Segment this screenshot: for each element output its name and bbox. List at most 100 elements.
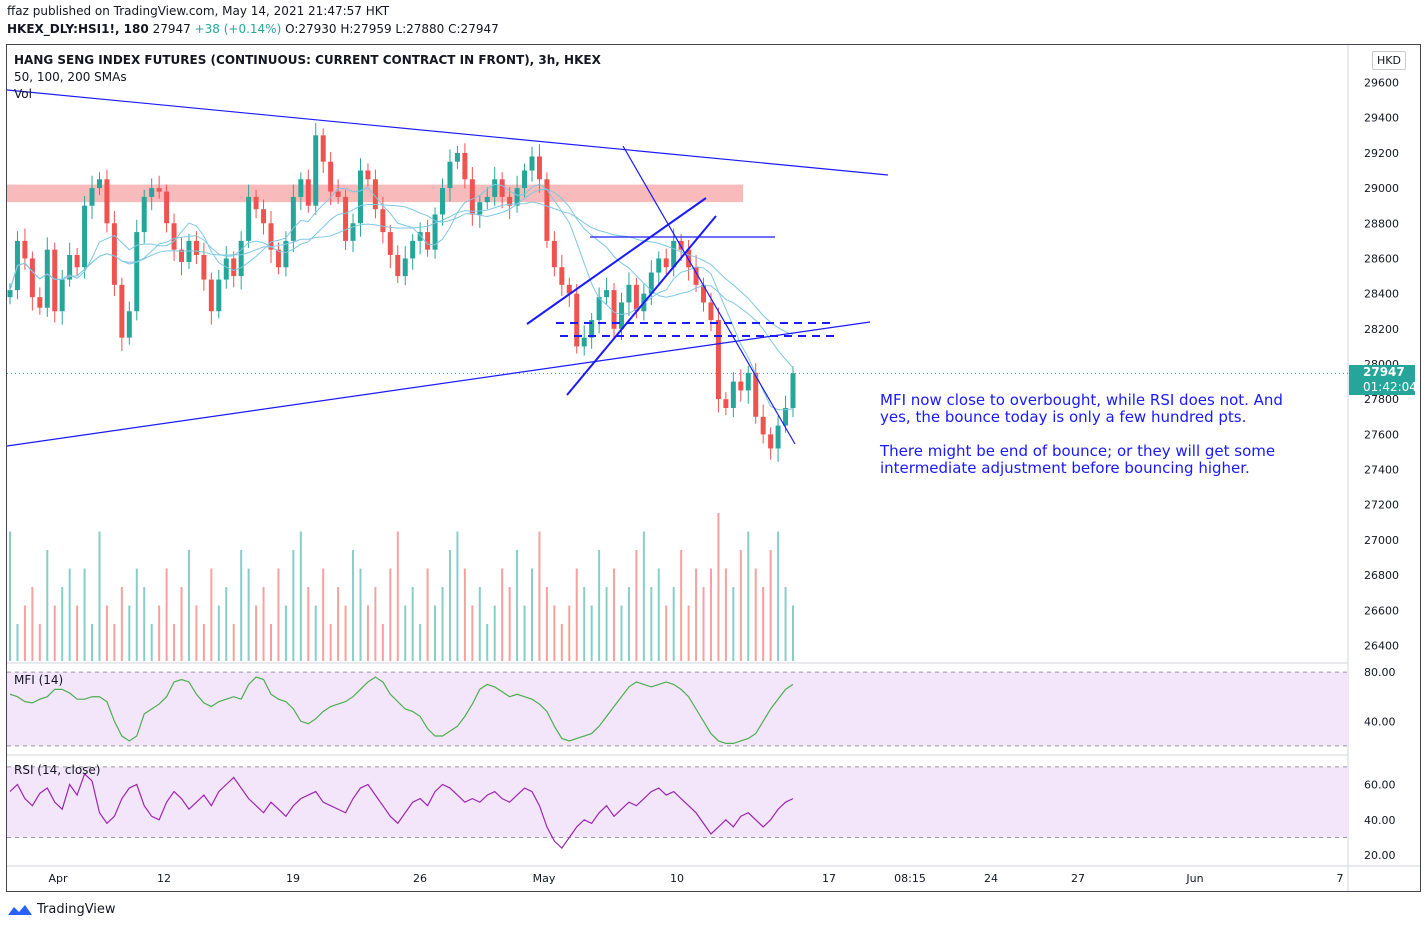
volume-bar	[396, 531, 399, 661]
volume-bar	[23, 605, 26, 661]
currency-button[interactable]: HKD	[1372, 51, 1406, 70]
sma-line-200	[9, 201, 794, 335]
candle-body	[387, 232, 393, 255]
candle-body	[74, 254, 80, 268]
candle-body	[82, 205, 88, 268]
volume-bar	[501, 568, 504, 661]
volume-bar	[180, 587, 183, 661]
candle-body	[164, 191, 170, 224]
candle-body	[179, 249, 185, 262]
candle-body	[156, 188, 162, 192]
volume-bar	[717, 513, 720, 661]
candle-body	[656, 258, 662, 273]
tradingview-logo-icon	[8, 904, 32, 915]
volume-bar	[575, 568, 578, 661]
candle-body	[648, 272, 654, 294]
candle-body	[730, 381, 736, 408]
volume-bar	[680, 550, 683, 661]
volume-bar	[359, 568, 362, 661]
volume-bar	[128, 605, 131, 661]
change-label: +38 (+0.14%)	[194, 22, 282, 36]
candle-body	[253, 196, 259, 210]
volume-bar	[471, 605, 474, 661]
rsi-label: RSI (14, close)	[14, 763, 101, 777]
candle-body	[596, 297, 602, 321]
volume-bar	[702, 587, 705, 661]
annotation-text: MFI now close to overbought, while RSI d…	[880, 392, 1300, 494]
candle-body	[484, 196, 490, 203]
candle-body	[261, 209, 267, 224]
volume-bar	[366, 605, 369, 661]
price-tick-label: 27800	[1364, 393, 1399, 406]
volume-bar	[665, 605, 668, 661]
volume-bar	[523, 605, 526, 661]
candle-body	[477, 202, 483, 215]
candle-body	[514, 188, 520, 206]
candle-body	[440, 188, 446, 215]
candle-body	[529, 156, 535, 171]
volume-bar	[381, 624, 384, 661]
price-tick-label: 29400	[1364, 112, 1399, 125]
candle-body	[492, 179, 498, 197]
symbol-label: HKEX_DLY:HSI1!, 180	[7, 22, 149, 36]
volume-bar	[486, 624, 489, 661]
time-tick-label: 19	[286, 872, 300, 885]
price-tick-label: 26600	[1364, 604, 1399, 617]
candle-body	[134, 232, 140, 312]
candle-body	[104, 179, 110, 224]
time-tick-label: 08:15	[894, 872, 926, 885]
volume-bar	[657, 568, 660, 661]
publisher-line: ffaz published on TradingView.com, May 1…	[7, 4, 390, 18]
candle-body	[380, 209, 386, 233]
sma-line-100	[9, 188, 794, 368]
candle-body	[425, 232, 431, 250]
candle-body	[275, 249, 281, 268]
volume-bar	[792, 605, 794, 661]
candle-body	[193, 240, 199, 255]
volume-bar	[76, 605, 79, 661]
volume-bar	[441, 587, 444, 661]
volume-bar	[560, 624, 563, 661]
chart-frame[interactable]	[6, 44, 1421, 892]
volume-bar	[709, 568, 712, 661]
volume-bar	[262, 587, 265, 661]
candle-body	[671, 240, 677, 268]
volume-bar	[747, 531, 750, 661]
candle-body	[372, 179, 378, 210]
candle-body	[335, 191, 341, 197]
volume-bar	[724, 568, 727, 661]
footer-brand[interactable]: TradingView	[7, 902, 116, 917]
volume-bar	[277, 568, 280, 661]
candle-body	[738, 381, 744, 391]
footer-brand-label: TradingView	[37, 902, 116, 917]
volume-bar	[105, 605, 108, 661]
candle-body	[246, 196, 252, 241]
candle-body	[574, 293, 580, 347]
volume-bar	[516, 550, 519, 661]
candle-body	[522, 170, 528, 189]
candle-body	[29, 258, 35, 298]
volume-bar	[687, 605, 690, 661]
volume-bar	[135, 568, 138, 661]
candle-body	[678, 240, 684, 250]
vol-label: Vol	[14, 87, 32, 101]
candle-body	[544, 179, 550, 241]
time-tick-label: 17	[822, 872, 836, 885]
volume-bar	[120, 587, 123, 661]
volume-bar	[150, 624, 153, 661]
time-tick-label: May	[533, 872, 556, 885]
time-tick-label: Apr	[48, 872, 68, 885]
price-tick-label: 28400	[1364, 288, 1399, 301]
rsi-tick-label: 20.00	[1364, 849, 1396, 862]
annotation-paragraph-1: MFI now close to overbought, while RSI d…	[880, 391, 1283, 426]
volume-bar	[91, 624, 94, 661]
candle-body	[395, 254, 401, 277]
volume-bar	[240, 550, 243, 661]
volume-bar	[202, 624, 205, 661]
candle-body	[238, 240, 244, 277]
volume-bar	[299, 531, 302, 661]
volume-bar	[419, 624, 422, 661]
volume-bar	[739, 550, 742, 661]
volume-bar	[352, 550, 355, 661]
